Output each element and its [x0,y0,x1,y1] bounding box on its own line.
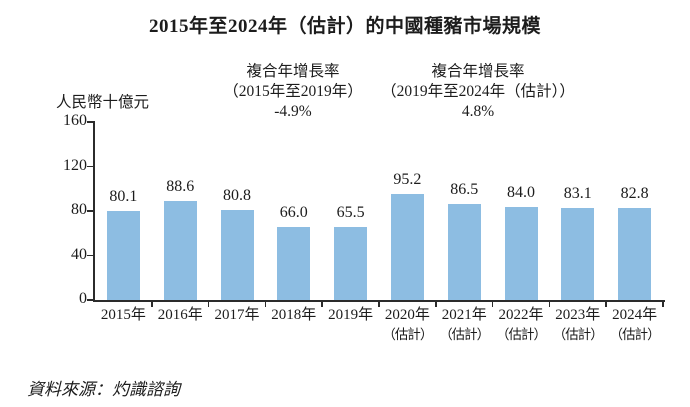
x-axis-label-line: 2022年 [498,307,544,323]
x-axis-label: 2020年 （估計） [379,306,436,344]
y-axis-tick-label: 120 [63,156,87,174]
bar-value-label: 86.5 [450,180,479,198]
y-axis-tick-label: 0 [79,290,87,307]
cagr-annotation-2015-2019: 複合年增長率 （2015年至2019年） -4.9% [178,62,408,122]
bar [220,210,254,300]
cagr-value: 4.8% [461,103,495,120]
x-axis-label-line: 2020年 [384,307,430,323]
chart-title: 2015年至2024年（估計）的中國種豬市場規模 [148,16,541,37]
x-axis-label-line: 2015年 [100,307,146,323]
x-axis-label-line: 2018年 [271,307,317,323]
bar [106,210,140,300]
bar [504,206,538,300]
bar [390,194,424,300]
cagr-label: 複合年增長率 [431,63,525,80]
x-axis-label: 2018年 [265,306,322,325]
y-axis-unit-label: 人民幣十億元 [56,94,150,111]
cagr-period: （2015年至2019年） [223,83,363,100]
x-axis-label: 2022年 （估計） [493,306,550,344]
x-axis-label-line: （估計） [439,327,490,342]
y-axis-tick [87,210,93,212]
x-axis-tick [548,302,551,307]
bar-value-label: 84.0 [506,183,535,201]
y-axis-tick [87,121,93,123]
bar [447,203,481,300]
x-axis-label: 2016年 [152,306,209,325]
x-axis-tick [207,302,210,307]
y-axis-line [93,121,95,302]
bar [334,227,368,300]
x-axis-label: 2019年 [322,306,379,325]
x-axis-tick [491,302,494,307]
x-axis-tick [435,302,437,307]
x-axis-label: 2021年 （估計） [436,306,493,344]
y-axis-tick-label: 160 [63,112,87,129]
bar-value-label: 80.1 [109,187,138,205]
bar-value-label: 95.2 [393,171,422,189]
x-axis-label-line: 2023年 [555,307,601,323]
bar-value-label: 66.0 [279,203,308,221]
cagr-period: （2019年至2024年（估計）） [381,83,575,100]
bar [163,201,197,300]
bar-value-label: 83.1 [563,184,592,202]
x-axis-tick [151,302,153,307]
x-axis-tick [264,302,267,307]
x-axis-label: 2017年 [209,306,266,325]
x-axis-label-line: （估計） [495,327,547,342]
x-axis-label-line: （估計） [552,327,604,342]
bar [618,207,652,300]
x-axis-tick [378,302,380,307]
plot-area: 80.1 88.6 80.8 66.0 65.5 95.2 86.5 84.0 83.1 82.8 [87,121,665,307]
x-axis-label-line: （估計） [609,327,661,342]
y-axis-tick [87,299,93,301]
bar-value-label: 82.8 [620,184,649,202]
bar-value-label: 80.8 [222,187,251,205]
x-axis-tick [662,302,664,307]
bar [561,207,595,300]
x-axis-label-line: 2019年 [328,307,374,323]
x-axis-label: 2015年 [95,306,152,325]
x-axis-label-line: 2021年 [441,307,487,323]
source-note: 資料來源：灼識諮詢 [27,380,180,399]
x-axis-label-line: 2017年 [214,307,260,323]
cagr-label: 複合年增長率 [246,63,340,80]
x-axis-label-line: （估計） [382,327,433,342]
x-axis-label: 2024年 （估計） [606,306,663,344]
x-axis-tick [321,302,323,307]
cagr-annotation-2019-2024: 複合年增長率 （2019年至2024年（估計）） 4.8% [347,62,609,122]
x-axis-line [93,300,665,302]
x-axis-label: 2023年 （估計） [549,306,606,344]
y-axis-tick-label: 80 [71,201,87,218]
cagr-value: -4.9% [274,103,312,120]
bar-value-label: 65.5 [336,204,365,222]
x-axis-labels: 2015年 2016年 2017年 2018年 2019年 2020年 （估計） 2021年 （… [95,306,663,350]
x-axis-label-line: 2016年 [157,307,203,323]
y-axis-tick [87,165,93,168]
x-axis-label-line: 2024年 [612,307,658,323]
y-axis-tick [87,254,93,257]
bar [277,226,311,300]
x-axis-tick [605,302,607,307]
y-axis-tick-label: 40 [71,245,87,263]
bar-value-label: 88.6 [166,178,195,196]
